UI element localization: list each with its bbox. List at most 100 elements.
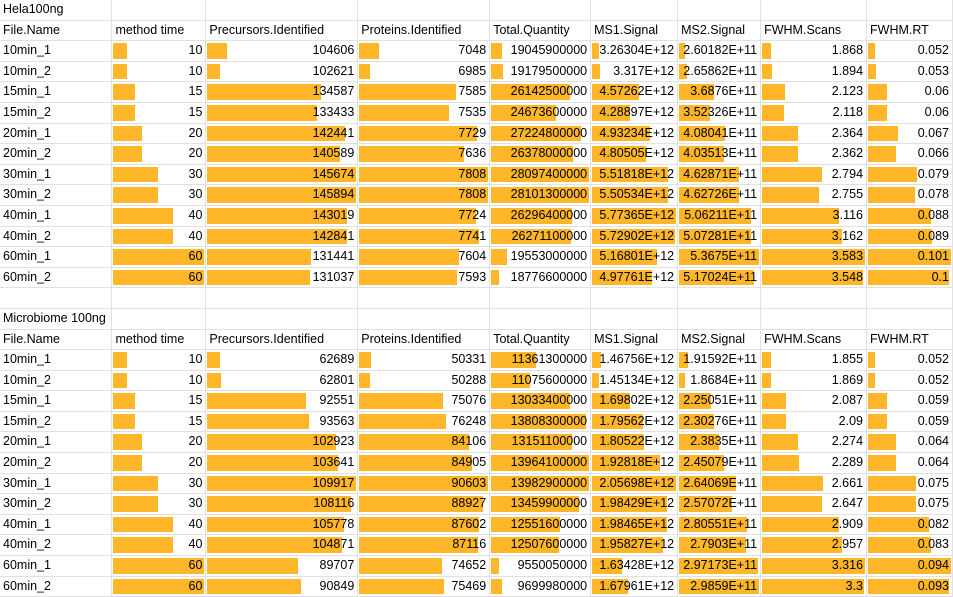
column-header[interactable]: FWHM.RT — [866, 20, 953, 42]
value-cell[interactable]: 7048 — [357, 40, 491, 62]
value-cell[interactable]: 5.06211E+11 — [677, 205, 762, 227]
value-cell[interactable]: 27224800000 — [489, 123, 592, 145]
empty-cell[interactable] — [357, 308, 491, 330]
value-cell[interactable]: 0.101 — [866, 246, 953, 268]
value-cell[interactable]: 4.57262E+12 — [590, 81, 679, 103]
value-cell[interactable]: 92551 — [205, 390, 359, 412]
value-cell[interactable]: 60 — [111, 576, 207, 597]
value-cell[interactable]: 0.079 — [866, 164, 953, 186]
value-cell[interactable]: 0.089 — [866, 226, 953, 248]
value-cell[interactable]: 2.647 — [760, 493, 868, 515]
value-cell[interactable]: 2.957 — [760, 534, 868, 557]
value-cell[interactable]: 5.72902E+12 — [590, 226, 679, 248]
value-cell[interactable]: 2.087 — [760, 390, 868, 412]
value-cell[interactable]: 0.053 — [866, 61, 953, 83]
value-cell[interactable]: 104606 — [205, 40, 359, 62]
file-name-cell[interactable]: 30min_1 — [0, 164, 113, 186]
value-cell[interactable]: 2.3835E+11 — [677, 431, 762, 454]
file-name-cell[interactable]: 30min_2 — [0, 493, 113, 515]
value-cell[interactable]: 12551600000 — [489, 514, 592, 536]
empty-cell[interactable] — [866, 0, 953, 21]
value-cell[interactable]: 4.28897E+12 — [590, 102, 679, 124]
value-cell[interactable]: 3.52326E+11 — [677, 102, 762, 124]
column-header[interactable]: MS2.Signal — [677, 329, 762, 351]
value-cell[interactable]: 11075600000 — [489, 370, 592, 392]
column-header[interactable]: Proteins.Identified — [357, 20, 491, 42]
value-cell[interactable]: 3.583 — [760, 246, 868, 268]
value-cell[interactable]: 0.059 — [866, 390, 953, 412]
value-cell[interactable]: 84905 — [357, 452, 491, 474]
file-name-cell[interactable]: 15min_2 — [0, 411, 113, 433]
value-cell[interactable]: 5.51818E+12 — [590, 164, 679, 186]
value-cell[interactable]: 9550050000 — [489, 555, 592, 577]
column-header[interactable]: MS2.Signal — [677, 20, 762, 42]
value-cell[interactable]: 0.067 — [866, 123, 953, 145]
value-cell[interactable]: 15 — [111, 81, 207, 103]
value-cell[interactable]: 7535 — [357, 102, 491, 124]
file-name-cell[interactable]: 20min_1 — [0, 123, 113, 145]
value-cell[interactable]: 2.7903E+11 — [677, 534, 762, 557]
empty-cell[interactable] — [205, 308, 359, 330]
empty-cell[interactable] — [357, 287, 491, 309]
value-cell[interactable]: 1.868 — [760, 40, 868, 62]
value-cell[interactable]: 105778 — [205, 514, 359, 536]
value-cell[interactable]: 4.03513E+11 — [677, 143, 762, 165]
value-cell[interactable]: 0.083 — [866, 534, 953, 557]
value-cell[interactable]: 1.91592E+11 — [677, 349, 762, 371]
value-cell[interactable]: 2.09 — [760, 411, 868, 433]
value-cell[interactable]: 20 — [111, 431, 207, 454]
value-cell[interactable]: 1.95827E+12 — [590, 534, 679, 557]
value-cell[interactable]: 131037 — [205, 267, 359, 289]
value-cell[interactable]: 0.064 — [866, 431, 953, 454]
column-header[interactable]: method time — [111, 20, 207, 42]
block-title[interactable]: Microbiome 100ng — [0, 308, 113, 330]
file-name-cell[interactable]: 40min_2 — [0, 534, 113, 557]
empty-cell[interactable] — [205, 0, 359, 21]
value-cell[interactable]: 60 — [111, 555, 207, 577]
value-cell[interactable]: 6985 — [357, 61, 491, 83]
value-cell[interactable]: 24673600000 — [489, 102, 592, 124]
value-cell[interactable]: 1.92818E+12 — [590, 452, 679, 474]
value-cell[interactable]: 2.45079E+11 — [677, 452, 762, 474]
value-cell[interactable]: 2.60182E+11 — [677, 40, 762, 62]
value-cell[interactable]: 28097400000 — [489, 164, 592, 186]
empty-cell[interactable] — [489, 308, 592, 330]
value-cell[interactable]: 26378000000 — [489, 143, 592, 165]
value-cell[interactable]: 28101300000 — [489, 184, 592, 206]
value-cell[interactable]: 0.075 — [866, 473, 953, 495]
value-cell[interactable]: 131441 — [205, 246, 359, 268]
value-cell[interactable]: 0.082 — [866, 514, 953, 536]
file-name-cell[interactable]: 60min_1 — [0, 246, 113, 268]
value-cell[interactable]: 7741 — [357, 226, 491, 248]
value-cell[interactable]: 19179500000 — [489, 61, 592, 83]
value-cell[interactable]: 87602 — [357, 514, 491, 536]
file-name-cell[interactable]: 15min_2 — [0, 102, 113, 124]
file-name-cell[interactable]: 15min_1 — [0, 390, 113, 412]
value-cell[interactable]: 3.548 — [760, 267, 868, 289]
value-cell[interactable]: 140589 — [205, 143, 359, 165]
value-cell[interactable]: 0.093 — [866, 576, 953, 597]
value-cell[interactable]: 1.46756E+12 — [590, 349, 679, 371]
value-cell[interactable]: 2.97173E+11 — [677, 555, 762, 577]
value-cell[interactable]: 19045900000 — [489, 40, 592, 62]
value-cell[interactable]: 4.62726E+11 — [677, 184, 762, 206]
value-cell[interactable]: 102621 — [205, 61, 359, 83]
value-cell[interactable]: 2.364 — [760, 123, 868, 145]
value-cell[interactable]: 1.69802E+12 — [590, 390, 679, 412]
value-cell[interactable]: 0.066 — [866, 143, 953, 165]
empty-cell[interactable] — [760, 308, 868, 330]
value-cell[interactable]: 19553000000 — [489, 246, 592, 268]
value-cell[interactable]: 102923 — [205, 431, 359, 454]
value-cell[interactable]: 145894 — [205, 184, 359, 206]
value-cell[interactable]: 2.9859E+11 — [677, 576, 762, 597]
value-cell[interactable]: 9699980000 — [489, 576, 592, 597]
value-cell[interactable]: 15 — [111, 102, 207, 124]
value-cell[interactable]: 0.052 — [866, 349, 953, 371]
value-cell[interactable]: 3.26304E+12 — [590, 40, 679, 62]
value-cell[interactable]: 4.97761E+12 — [590, 267, 679, 289]
value-cell[interactable]: 1.80522E+12 — [590, 431, 679, 454]
value-cell[interactable]: 1.98429E+12 — [590, 493, 679, 515]
value-cell[interactable]: 7585 — [357, 81, 491, 103]
file-name-cell[interactable]: 30min_1 — [0, 473, 113, 495]
empty-cell[interactable] — [677, 0, 762, 21]
